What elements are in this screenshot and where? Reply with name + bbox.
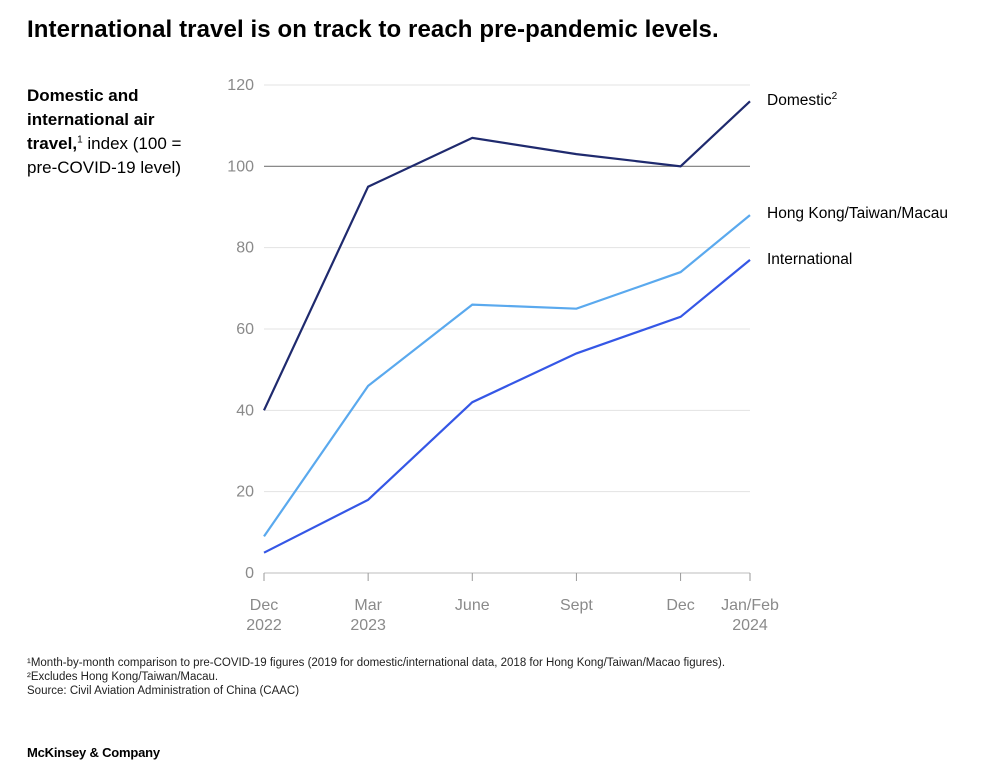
- brand-logo: McKinsey & Company: [27, 745, 160, 760]
- gridlines: [264, 84, 750, 574]
- y-tick-label-40: 40: [236, 402, 254, 419]
- y-axis-label-bold: Domestic and international air travel,: [27, 86, 155, 153]
- y-axis-label-rest: index (100 = pre-COVID-19 level): [27, 134, 182, 177]
- x-tick-label-0: Dec: [250, 597, 278, 614]
- x-tick-label-2: June: [455, 597, 490, 614]
- series-line-hong-kong-taiwan-macau: [263, 214, 751, 538]
- x-tick-label-year-5: 2024: [732, 617, 768, 634]
- series-line-international: [263, 259, 751, 554]
- y-axis-label-footnote-marker: 1: [77, 134, 83, 146]
- footnote-1: ¹Month-by-month comparison to pre-COVID-…: [27, 657, 726, 669]
- footnote-2: ²Excludes Hong Kong/Taiwan/Macau.: [27, 671, 219, 683]
- chart-title: International travel is on track to reac…: [27, 16, 719, 43]
- series-label-domestic: Domestic2: [767, 91, 838, 109]
- y-axis-label: Domestic and international air travel,1 …: [27, 84, 197, 180]
- y-tick-label-80: 80: [236, 240, 254, 257]
- series-label-footnote-marker-domestic: 2: [832, 91, 838, 102]
- x-tick-label-year-1: 2023: [350, 617, 386, 634]
- y-tick-label-0: 0: [245, 565, 254, 582]
- x-tick-label-4: Dec: [666, 597, 694, 614]
- y-tick-label-60: 60: [236, 321, 254, 338]
- series-label-text-international: International: [767, 251, 852, 268]
- x-tick-label-3: Sept: [560, 597, 593, 614]
- x-tick-label-year-0: 2022: [246, 617, 282, 634]
- footnotes: ¹Month-by-month comparison to pre-COVID-…: [27, 656, 725, 698]
- series-labels: Domestic2 Hong Kong/Taiwan/Macau Internati…: [767, 91, 948, 268]
- source-note: Source: Civil Aviation Administration of…: [27, 685, 300, 697]
- x-tick-label-1: Mar: [354, 597, 382, 614]
- series-label-text-domestic: Domestic: [767, 92, 832, 109]
- series-label-text-hong-kong-taiwan-macau: Hong Kong/Taiwan/Macau: [767, 205, 948, 222]
- series-label-international: International: [767, 251, 852, 268]
- y-axis-ticks: 0 20 40 60 80 100 120: [227, 77, 254, 582]
- x-axis: Dec 2022 Mar 2023 June Sept Dec Jan/Feb 2024: [246, 573, 779, 634]
- series-lines: [263, 100, 751, 554]
- y-tick-label-120: 120: [227, 77, 254, 94]
- y-tick-label-20: 20: [236, 484, 254, 501]
- y-tick-label-100: 100: [227, 158, 254, 175]
- series-label-hong-kong-taiwan-macau: Hong Kong/Taiwan/Macau: [767, 205, 948, 222]
- series-line-domestic: [263, 100, 751, 411]
- x-tick-label-5: Jan/Feb: [721, 597, 779, 614]
